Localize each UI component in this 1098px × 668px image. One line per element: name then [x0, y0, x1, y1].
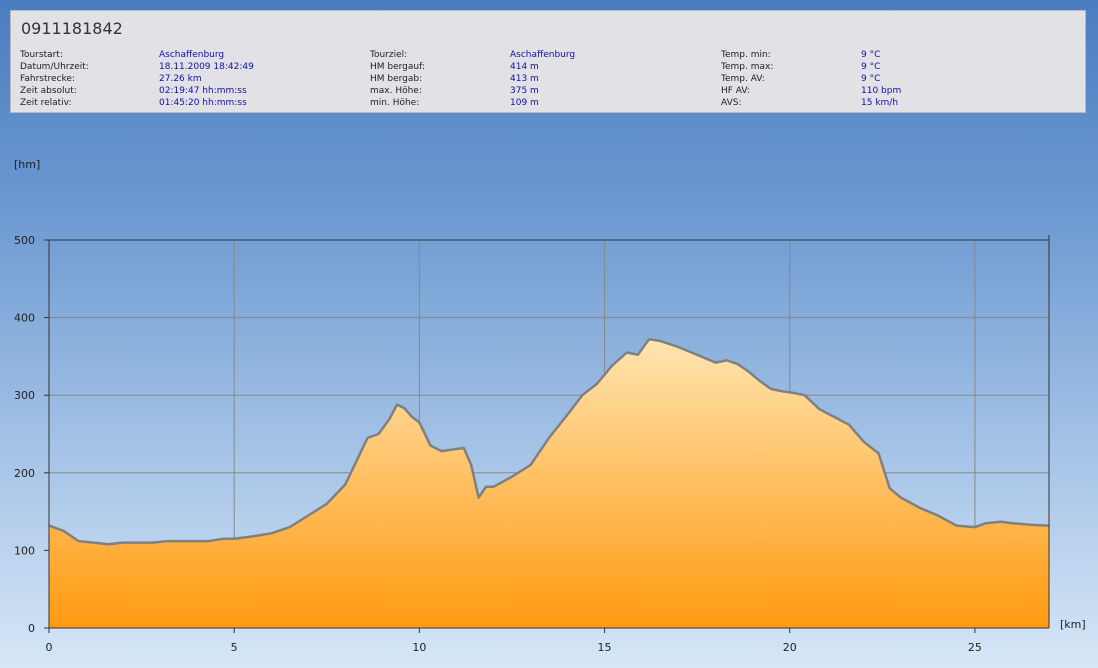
y-tick-label: 400 — [14, 312, 35, 325]
info-col1-values: Aschaffenburg 18.11.2009 18:42:49 27.26 … — [159, 49, 254, 109]
info-value: Aschaffenburg — [159, 50, 225, 60]
info-label: HM bergauf: — [370, 62, 425, 72]
info-label: Fahrstrecke: — [20, 74, 75, 84]
info-label: Zeit absolut: — [20, 86, 77, 96]
x-tick-label: 20 — [783, 641, 797, 654]
x-tick-label: 15 — [598, 641, 612, 654]
info-value: 9 °C — [861, 50, 881, 60]
y-axis-label: [hm] — [14, 158, 40, 171]
info-value: 18.11.2009 18:42:49 — [159, 62, 254, 72]
info-label: Zeit relativ: — [20, 98, 72, 108]
info-label: Datum/Uhrzeit: — [20, 62, 89, 72]
x-axis-label: [km] — [1060, 618, 1086, 631]
tour-title: 0911181842 — [21, 19, 123, 38]
info-label: Tourstart: — [20, 50, 63, 60]
info-label: min. Höhe: — [370, 98, 420, 108]
info-value: 9 °C — [861, 62, 881, 72]
info-value: 375 m — [510, 86, 539, 96]
y-tick-label: 0 — [28, 622, 35, 635]
info-label: Temp. max: — [721, 62, 774, 72]
info-label: Temp. AV: — [721, 74, 765, 84]
x-tick-label: 10 — [412, 641, 426, 654]
info-label: HM bergab: — [370, 74, 423, 84]
elevation-area — [49, 339, 1049, 628]
info-label: max. Höhe: — [370, 86, 422, 96]
info-value: 109 m — [510, 98, 539, 108]
info-col2-values: Aschaffenburg 414 m 413 m 375 m 109 m — [510, 49, 575, 109]
tick-labels: 0 100 200 300 400 500 0 5 10 15 20 25 — [14, 234, 982, 654]
x-tick-label: 0 — [46, 641, 53, 654]
info-value: Aschaffenburg — [510, 50, 576, 60]
info-value: 414 m — [510, 62, 539, 72]
info-label: HF AV: — [721, 86, 750, 96]
info-col3-values: 9 °C 9 °C 9 °C 110 bpm 15 km/h — [861, 49, 901, 109]
info-panel: 0911181842 Tourstart: Datum/Uhrzeit: Fah… — [10, 10, 1086, 113]
y-tick-label: 300 — [14, 389, 35, 402]
x-tick-label: 5 — [231, 641, 238, 654]
x-tick-label: 25 — [968, 641, 982, 654]
info-value: 15 km/h — [861, 98, 899, 108]
y-tick-label: 100 — [14, 544, 35, 557]
y-tick-label: 200 — [14, 467, 35, 480]
info-value: 02:19:47 hh:mm:ss — [159, 86, 247, 96]
info-value: 110 bpm — [861, 86, 902, 96]
info-label: Tourziel: — [370, 50, 408, 60]
info-value: 01:45:20 hh:mm:ss — [159, 98, 247, 108]
info-label: AVS: — [721, 98, 742, 108]
info-col1-labels: Tourstart: Datum/Uhrzeit: Fahrstrecke: Z… — [20, 49, 89, 109]
info-value: 27.26 km — [159, 74, 202, 84]
y-tick-label: 500 — [14, 234, 35, 247]
info-col2-labels: Tourziel: HM bergauf: HM bergab: max. Hö… — [370, 49, 425, 109]
info-value: 413 m — [510, 74, 539, 84]
info-label: Temp. min: — [721, 50, 771, 60]
info-col3-labels: Temp. min: Temp. max: Temp. AV: HF AV: A… — [721, 49, 773, 109]
axes — [44, 235, 1050, 633]
info-value: 9 °C — [861, 74, 881, 84]
elevation-line — [48, 338, 1050, 546]
